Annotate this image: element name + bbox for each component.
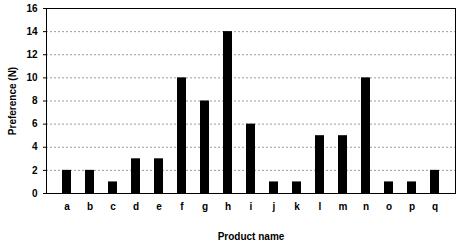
svg-text:6: 6	[32, 118, 38, 129]
svg-text:0: 0	[32, 188, 38, 199]
svg-text:n: n	[363, 201, 369, 212]
svg-text:j: j	[272, 201, 276, 212]
svg-text:4: 4	[32, 141, 38, 152]
svg-text:14: 14	[26, 26, 38, 37]
svg-text:12: 12	[26, 49, 38, 60]
svg-text:10: 10	[26, 72, 38, 83]
svg-text:e: e	[156, 201, 162, 212]
svg-text:p: p	[409, 201, 415, 212]
svg-text:c: c	[110, 201, 116, 212]
svg-text:i: i	[250, 201, 253, 212]
svg-text:h: h	[225, 201, 231, 212]
svg-text:Product name: Product name	[218, 231, 285, 242]
svg-text:l: l	[319, 201, 322, 212]
svg-text:8: 8	[32, 95, 38, 106]
svg-text:g: g	[202, 201, 208, 212]
svg-text:o: o	[386, 201, 392, 212]
svg-text:k: k	[294, 201, 300, 212]
svg-text:d: d	[133, 201, 139, 212]
svg-text:q: q	[432, 201, 438, 212]
svg-text:m: m	[339, 201, 348, 212]
svg-text:b: b	[87, 201, 93, 212]
svg-text:a: a	[64, 201, 70, 212]
svg-text:16: 16	[26, 3, 38, 14]
svg-text:f: f	[180, 201, 184, 212]
svg-text:2: 2	[32, 165, 38, 176]
svg-text:Preference (N): Preference (N)	[7, 67, 18, 135]
